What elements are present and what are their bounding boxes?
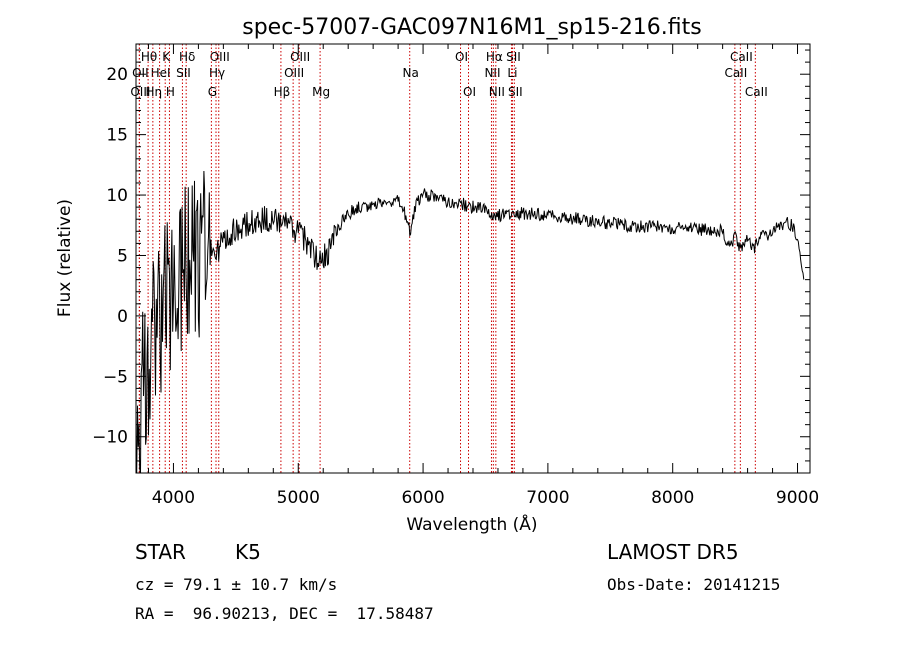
y-tick-label-0: −10 — [92, 428, 128, 448]
line-label-14: Hβ — [274, 85, 291, 99]
line-label-6: Hδ — [179, 50, 195, 64]
object-subclass: K5 — [235, 540, 261, 564]
line-label-4: HeI — [151, 66, 171, 80]
line-label-10: Hγ — [209, 66, 225, 80]
line-label-5: Hη — [146, 85, 163, 99]
line-label-1: OII — [132, 66, 149, 80]
line-label-8: H — [166, 85, 175, 99]
y-tick-label-4: 10 — [106, 186, 128, 206]
line-label-3: K — [162, 50, 171, 64]
velocity-readout: cz = 79.1 ± 10.7 km/s — [135, 575, 338, 594]
line-label-26: CaII — [724, 66, 747, 80]
line-label-23: NII — [489, 85, 505, 99]
line-label-16: Na — [403, 66, 419, 80]
object-class: STAR — [135, 540, 186, 564]
line-label-9: OIII — [210, 50, 230, 64]
line-label-15: Mg — [312, 85, 330, 99]
line-label-13: OIII — [284, 66, 304, 80]
line-label-21: NII — [484, 66, 500, 80]
line-label-0: Hθ — [141, 50, 157, 64]
spectrum-line — [136, 170, 805, 474]
line-label-24: SII — [508, 85, 523, 99]
observation-date: Obs-Date: 20141215 — [607, 575, 781, 594]
line-label-25: CaII — [730, 50, 753, 64]
x-tick-label-3: 7000 — [526, 488, 569, 508]
x-tick-label-5: 9000 — [776, 488, 819, 508]
coordinates-readout: RA = 96.90213, DEC = 17.58487 — [135, 604, 434, 623]
y-tick-label-3: 5 — [117, 246, 128, 266]
x-axis-label: Wavelength (Å) — [406, 513, 537, 535]
line-label-27: CaII — [745, 85, 768, 99]
chart-title: spec-57007-GAC097N16M1_sp15-216.fits — [242, 15, 702, 40]
y-tick-label-2: 0 — [117, 307, 128, 327]
line-label-11: G — [208, 85, 217, 99]
x-tick-label-1: 5000 — [277, 488, 320, 508]
line-label-17: OI — [455, 50, 468, 64]
line-label-18: OI — [463, 85, 476, 99]
survey-name: LAMOST DR5 — [607, 540, 739, 564]
line-label-20: SII — [506, 50, 521, 64]
x-tick-label-0: 4000 — [152, 488, 195, 508]
y-tick-label-5: 15 — [106, 126, 128, 146]
y-tick-label-1: −5 — [103, 367, 128, 387]
line-label-2: OIII — [130, 85, 150, 99]
x-tick-label-2: 6000 — [401, 488, 444, 508]
line-label-12: OIII — [290, 50, 310, 64]
line-label-7: SII — [176, 66, 191, 80]
y-axis-label: Flux (relative) — [55, 199, 75, 317]
x-tick-label-4: 8000 — [651, 488, 694, 508]
line-label-22: Li — [507, 66, 517, 80]
line-label-19: Hα — [486, 50, 503, 64]
y-tick-label-6: 20 — [106, 65, 128, 85]
plot-frame — [135, 43, 811, 474]
